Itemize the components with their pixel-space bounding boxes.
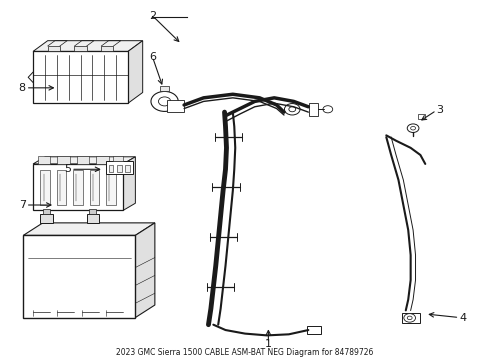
Polygon shape [57, 170, 67, 205]
Polygon shape [418, 114, 425, 119]
Circle shape [407, 316, 412, 320]
Polygon shape [77, 156, 89, 164]
Polygon shape [89, 208, 97, 214]
Polygon shape [24, 223, 155, 235]
Polygon shape [402, 313, 420, 323]
Polygon shape [97, 156, 109, 164]
Text: 6: 6 [149, 52, 156, 62]
Text: 3: 3 [437, 105, 443, 115]
Polygon shape [43, 208, 50, 214]
Text: 8: 8 [19, 83, 26, 93]
Circle shape [158, 97, 171, 106]
Text: 4: 4 [460, 312, 466, 323]
Polygon shape [33, 164, 123, 210]
Polygon shape [87, 214, 99, 223]
Polygon shape [40, 170, 50, 205]
Polygon shape [33, 157, 135, 164]
Text: 7: 7 [19, 200, 26, 210]
Circle shape [411, 126, 416, 130]
Text: 2023 GMC Sierra 1500 CABLE ASM-BAT NEG Diagram for 84789726: 2023 GMC Sierra 1500 CABLE ASM-BAT NEG D… [116, 348, 374, 357]
Polygon shape [109, 165, 114, 172]
Circle shape [407, 124, 419, 132]
Polygon shape [48, 46, 60, 51]
Polygon shape [57, 156, 70, 164]
Circle shape [151, 91, 178, 111]
Polygon shape [40, 214, 52, 223]
Polygon shape [90, 170, 99, 205]
Polygon shape [135, 223, 155, 318]
Polygon shape [167, 100, 184, 112]
Polygon shape [101, 46, 114, 51]
Polygon shape [73, 170, 83, 205]
Circle shape [285, 104, 300, 115]
Polygon shape [125, 165, 130, 172]
Text: 2: 2 [149, 11, 156, 21]
Circle shape [404, 314, 416, 322]
Polygon shape [106, 170, 116, 205]
Circle shape [289, 107, 295, 112]
Text: 5: 5 [64, 164, 71, 174]
Polygon shape [33, 41, 143, 51]
Polygon shape [74, 46, 87, 51]
Polygon shape [160, 86, 169, 91]
Polygon shape [123, 157, 135, 210]
Polygon shape [106, 161, 133, 174]
Polygon shape [128, 41, 143, 103]
Polygon shape [117, 165, 122, 172]
Polygon shape [38, 156, 50, 164]
Polygon shape [307, 326, 320, 334]
Polygon shape [114, 156, 123, 161]
Circle shape [323, 106, 333, 113]
Polygon shape [24, 235, 135, 318]
Polygon shape [309, 103, 318, 116]
Polygon shape [33, 51, 128, 103]
Text: 1: 1 [265, 339, 272, 348]
